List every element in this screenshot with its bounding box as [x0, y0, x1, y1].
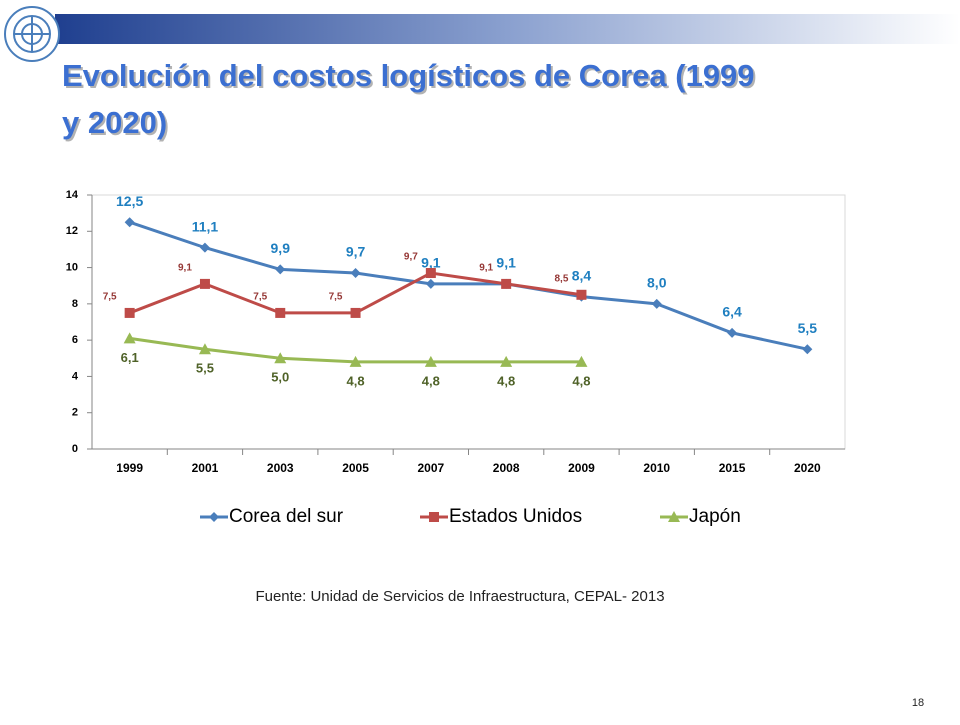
data-label: 8,0: [647, 275, 667, 291]
data-point: [424, 355, 437, 367]
data-label: 9,1: [496, 255, 516, 271]
data-point: [124, 217, 135, 228]
data-point: [198, 343, 211, 355]
series-line: [129, 271, 582, 315]
x-tick-label: 2010: [643, 461, 670, 475]
data-point: [501, 278, 512, 289]
data-point: [274, 352, 287, 364]
data-point: [349, 355, 362, 367]
data-label: 7,5: [103, 292, 117, 303]
data-point: [576, 289, 587, 300]
data-point: [425, 278, 436, 289]
data-label: 11,1: [192, 218, 219, 234]
data-label: 12,5: [116, 193, 143, 209]
y-tick-label: 10: [66, 261, 78, 273]
data-label: 4,8: [422, 373, 440, 388]
data-point: [123, 332, 136, 344]
legend-label: Japón: [689, 506, 741, 527]
data-label: 7,5: [329, 292, 343, 303]
data-point: [350, 268, 361, 279]
x-tick-label: 2005: [342, 461, 369, 475]
title-line: Evolución del costos logísticos de Corea…: [62, 58, 755, 93]
data-point: [651, 298, 662, 309]
x-tick-label: 2008: [493, 461, 520, 475]
data-label: 8,4: [572, 267, 592, 283]
data-label: 4,8: [497, 373, 515, 388]
source: Fuente: Unidad de Servicios de Infraestr…: [255, 588, 664, 605]
legend-label: Estados Unidos: [449, 506, 582, 527]
data-label: 9,1: [178, 263, 192, 274]
page-number: 18: [912, 697, 924, 709]
data-label: 4,8: [347, 373, 365, 388]
y-tick-label: 0: [72, 443, 78, 455]
data-label: 9,7: [346, 244, 366, 260]
data-label: 6,1: [121, 350, 139, 365]
y-tick-label: 2: [72, 407, 78, 419]
x-tick-label: 2020: [794, 461, 821, 475]
data-label: 9,7: [404, 252, 418, 263]
x-tick-label: 2003: [267, 461, 294, 475]
data-point: [575, 355, 588, 367]
title: Evolución del costos logísticos de Corea…: [62, 58, 757, 142]
data-point: [199, 278, 210, 289]
y-tick-label: 6: [72, 334, 78, 346]
y-tick-label: 4: [72, 370, 79, 382]
x-tick-label: 2015: [719, 461, 746, 475]
data-label: 4,8: [572, 373, 590, 388]
data-point: [124, 307, 135, 318]
data-point: [500, 355, 513, 367]
data-point: [802, 344, 813, 355]
data-point: [425, 268, 436, 279]
data-label: 8,5: [554, 273, 568, 284]
x-tick-label: 2009: [568, 461, 595, 475]
data-label: 5,5: [798, 320, 818, 336]
data-point: [275, 307, 286, 318]
data-label: 5,0: [271, 370, 289, 385]
title-shadow: Evolución del costos logísticos de Corea…: [64, 60, 757, 95]
legend-label: Corea del sur: [229, 506, 344, 527]
legend-marker: [668, 511, 680, 522]
title-shadow: y 2020): [64, 107, 169, 142]
data-label: 5,5: [196, 361, 214, 376]
y-tick-label: 12: [66, 225, 78, 237]
y-tick-label: 8: [72, 298, 78, 310]
x-tick-label: 2007: [417, 461, 444, 475]
un-logo: [4, 6, 60, 62]
legend-marker: [429, 512, 439, 522]
data-point: [350, 307, 361, 318]
header-bar: [55, 14, 960, 44]
data-label: 9,9: [271, 240, 291, 256]
data-label: 9,1: [421, 255, 441, 271]
x-tick-label: 2001: [192, 461, 219, 475]
data-point: [199, 242, 210, 253]
x-tick-label: 1999: [116, 461, 143, 475]
series-line: [129, 220, 808, 351]
data-point: [727, 327, 738, 338]
legend-marker: [209, 512, 219, 522]
data-point: [275, 264, 286, 275]
y-tick-label: 14: [66, 189, 79, 201]
title-line: y 2020): [62, 105, 167, 140]
data-label: 6,4: [722, 304, 742, 320]
data-label: 7,5: [253, 292, 267, 303]
data-label: 9,1: [479, 263, 493, 274]
